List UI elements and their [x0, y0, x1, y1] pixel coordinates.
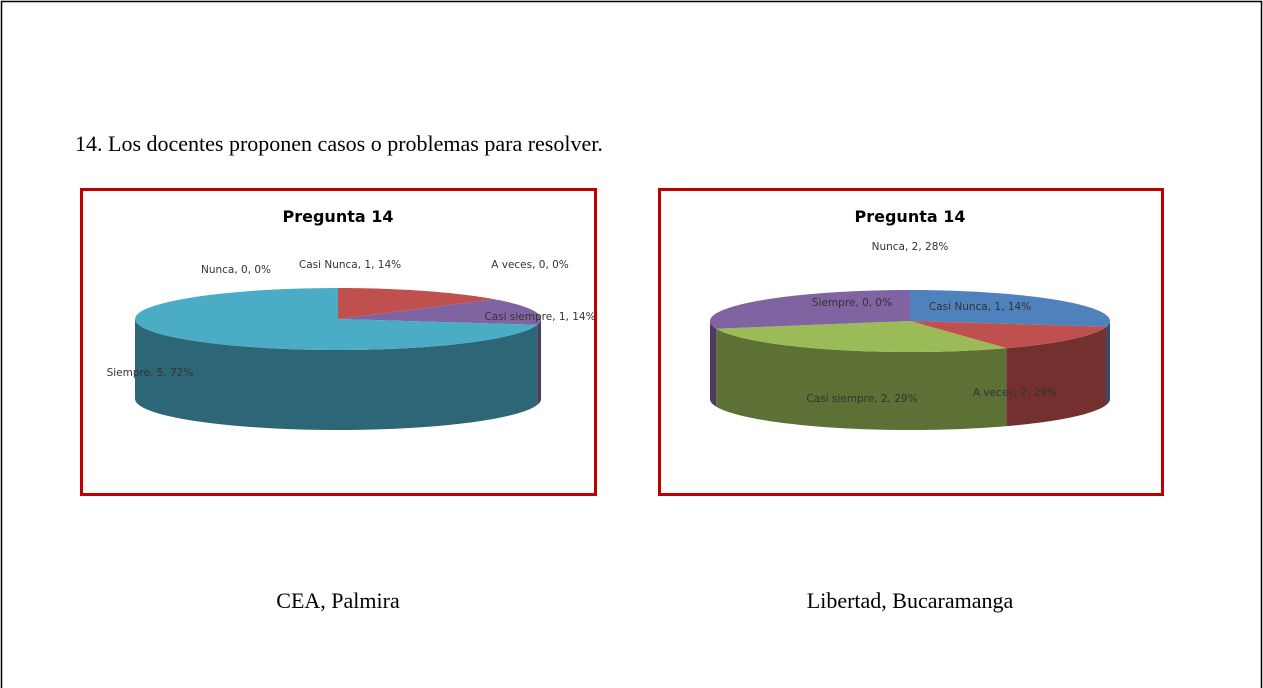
heading: 14. Los docentes proponen casos o proble…: [75, 131, 603, 156]
slice: [910, 290, 1110, 327]
slice: [910, 321, 1107, 349]
data-label: A veces, 2, 29%: [973, 387, 1057, 399]
data-label: Casi Nunca, 1, 14%: [929, 301, 1031, 313]
data-label: Siempre, 0, 0%: [812, 297, 892, 309]
data-label: Casi siempre, 1, 14%: [484, 311, 595, 323]
data-label: Casi siempre, 2, 29%: [806, 393, 917, 405]
data-label: Casi Nunca, 1, 14%: [299, 259, 401, 271]
slice: [710, 290, 910, 329]
slice: [338, 299, 541, 325]
data-label: Siempre, 5, 72%: [107, 367, 194, 379]
slice: [716, 321, 1007, 352]
slice: [338, 288, 495, 319]
data-label: Nunca, 2, 28%: [872, 241, 949, 253]
data-label: A veces, 0, 0%: [491, 259, 569, 271]
chart-title: Pregunta 14: [283, 207, 394, 226]
slice-side: [537, 319, 541, 405]
slice-side: [135, 319, 538, 430]
slice-side: [716, 328, 1007, 430]
caption: CEA, Palmira: [276, 588, 400, 613]
chart-title: Pregunta 14: [855, 207, 966, 226]
slice: [135, 288, 538, 350]
slice-side: [710, 321, 717, 407]
caption: Libertad, Bucaramanga: [807, 588, 1014, 613]
data-label: Nunca, 0, 0%: [201, 264, 271, 276]
slice-side: [1006, 326, 1107, 427]
slice-side: [1106, 321, 1110, 405]
